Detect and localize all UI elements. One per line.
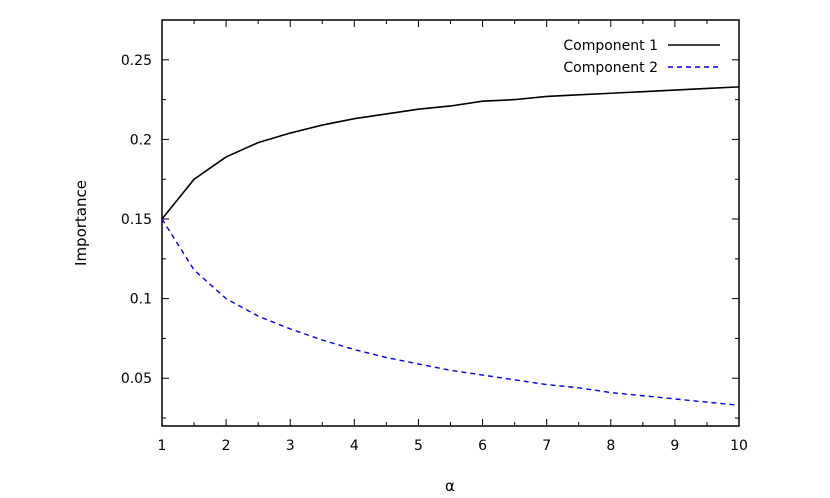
y-axis-label: Importance [72, 180, 90, 266]
y-tick-label: 0.25 [121, 53, 152, 69]
series-line-component-2 [161, 218, 740, 406]
y-tick-label: 0.2 [130, 132, 152, 148]
series-lines [161, 86, 740, 406]
axis-ticks [161, 19, 740, 426]
x-tick-label: 6 [478, 438, 487, 454]
x-tick-label: 1 [158, 438, 167, 454]
tick-labels: 1 2 3 4 5 6 7 8 9 10 0.05 0.1 0.15 0.2 0.25 [121, 53, 748, 454]
plot-frame [161, 19, 740, 427]
x-axis-label: α [445, 477, 455, 495]
x-tick-label: 2 [222, 438, 231, 454]
x-tick-label: 3 [286, 438, 295, 454]
legend-label-component-2: Component 2 [563, 60, 658, 76]
y-tick-label: 0.05 [121, 371, 152, 387]
legend-label-component-1: Component 1 [563, 38, 658, 54]
x-tick-label: 7 [542, 438, 551, 454]
y-tick-label: 0.1 [130, 292, 152, 308]
legend: Component 1 Component 2 [563, 38, 720, 76]
x-tick-label: 9 [670, 438, 679, 454]
y-tick-label: 0.15 [121, 212, 152, 228]
x-tick-label: 10 [730, 438, 748, 454]
series-line-component-1 [161, 86, 740, 220]
x-tick-label: 5 [414, 438, 423, 454]
x-tick-label: 8 [606, 438, 615, 454]
x-tick-label: 4 [350, 438, 359, 454]
